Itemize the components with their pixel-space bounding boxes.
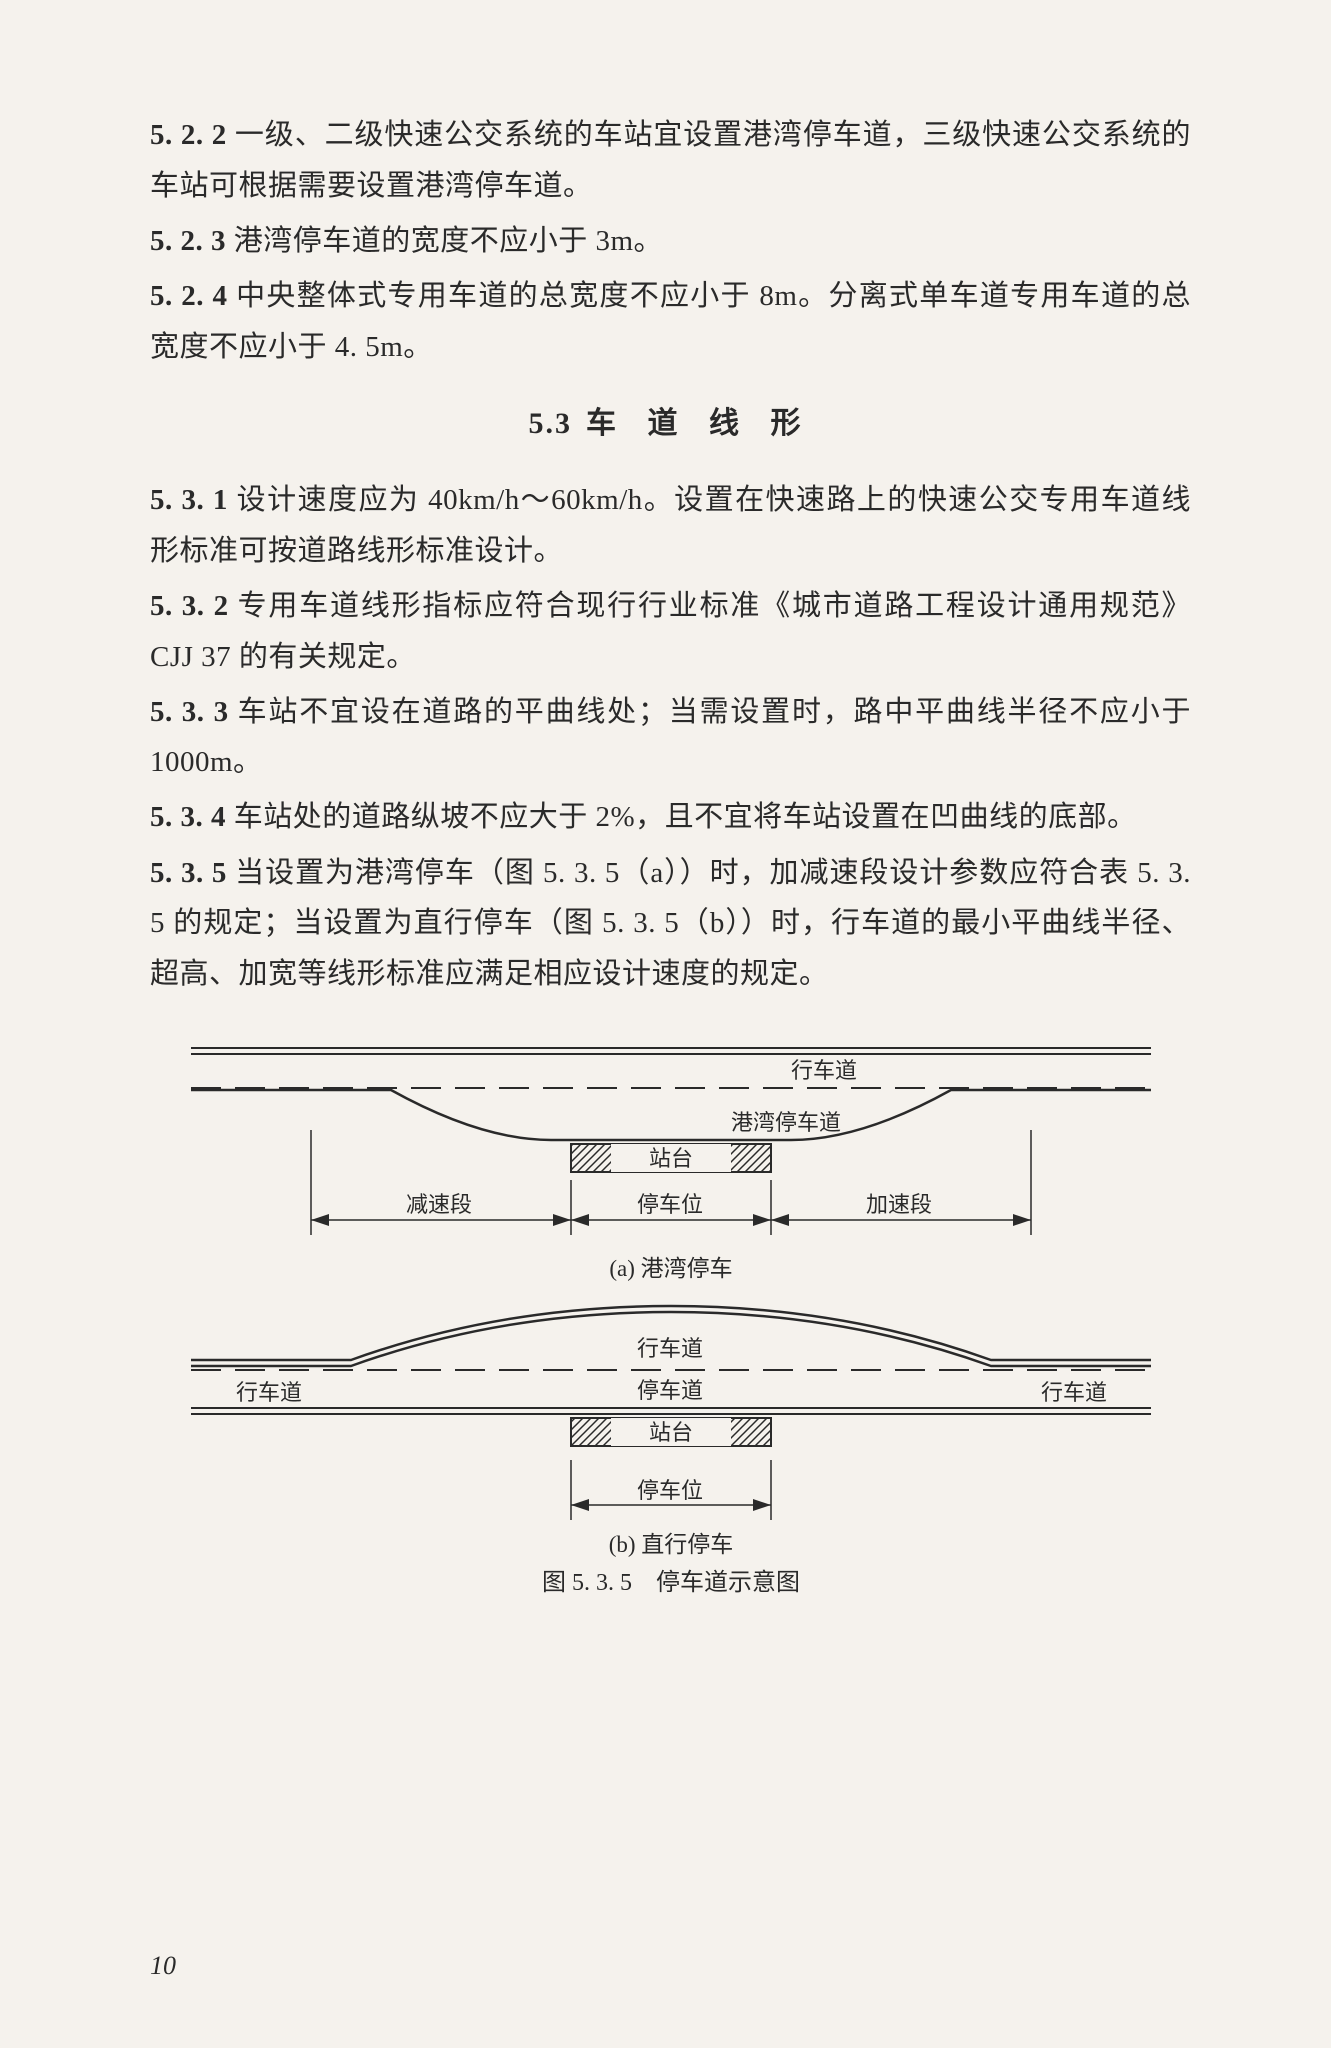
clause-text: 车站不宜设在道路的平曲线处；当需设置时，路中平曲线半径不应小于 1000m。 [150, 696, 1191, 779]
label-parking-slot: 停车位 [637, 1192, 703, 1217]
label-platform-b: 站台 [649, 1420, 693, 1445]
label-right-lane: 行车道 [1041, 1380, 1107, 1405]
figure-caption: 图 5. 3. 5 停车道示意图 [542, 1569, 800, 1596]
paragraph: 5. 3. 2 专用车道线形指标应符合现行行业标准《城市道路工程设计通用规范》C… [150, 581, 1191, 683]
paragraph: 5. 3. 3 车站不宜设在道路的平曲线处；当需设置时，路中平曲线半径不应小于 … [150, 687, 1191, 789]
label-platform: 站台 [649, 1146, 693, 1171]
clause-text: 港湾停车道的宽度不应小于 3m。 [234, 225, 663, 257]
clause-number: 5. 2. 4 [150, 280, 228, 312]
clause-text: 车站处的道路纵坡不应大于 2%，且不宜将车站设置在凹曲线的底部。 [234, 801, 1137, 833]
label-decel: 减速段 [406, 1192, 472, 1217]
paragraph: 5. 3. 4 车站处的道路纵坡不应大于 2%，且不宜将车站设置在凹曲线的底部。 [150, 792, 1191, 843]
section-number: 5.3 [529, 407, 573, 440]
clause-number: 5. 3. 5 [150, 857, 227, 889]
page: 5. 2. 2 一级、二级快速公交系统的车站宜设置港湾停车道，三级快速公交系统的… [0, 0, 1331, 2048]
clause-text: 设计速度应为 40km/h～60km/h。设置在快速路上的快速公交专用车道线形标… [150, 484, 1191, 567]
page-number: 10 [150, 1943, 176, 1989]
clause-number: 5. 3. 3 [150, 696, 229, 728]
paragraph: 5. 2. 3 港湾停车道的宽度不应小于 3m。 [150, 216, 1191, 267]
figure: 行车道 港湾停车道 站台 [150, 1030, 1191, 1600]
label-left-lane: 行车道 [236, 1380, 302, 1405]
clause-number: 5. 2. 2 [150, 119, 227, 151]
diagram-inline-parking: 行车道 停车道 行车道 行车道 站台 停车位 [151, 1290, 1191, 1600]
label-driving-lane: 行车道 [791, 1058, 857, 1083]
clause-text: 一级、二级快速公交系统的车站宜设置港湾停车道，三级快速公交系统的车站可根据需要设… [150, 119, 1191, 202]
clause-text: 中央整体式专用车道的总宽度不应小于 8m。分离式单车道专用车道的总宽度不应小于 … [150, 280, 1191, 363]
clause-text: 当设置为港湾停车（图 5. 3. 5（a））时，加减速段设计参数应符合表 5. … [150, 857, 1191, 991]
paragraph: 5. 3. 5 当设置为港湾停车（图 5. 3. 5（a））时，加减速段设计参数… [150, 848, 1191, 1000]
label-accel: 加速段 [866, 1192, 932, 1217]
section-heading: 5.3 车 道 线 形 [150, 398, 1191, 451]
clause-number: 5. 3. 4 [150, 801, 226, 833]
label-driving-lane-b: 行车道 [637, 1336, 703, 1361]
paragraph: 5. 2. 2 一级、二级快速公交系统的车站宜设置港湾停车道，三级快速公交系统的… [150, 110, 1191, 212]
section-title-text: 车 道 线 形 [586, 407, 813, 440]
caption-b: (b) 直行停车 [608, 1532, 733, 1557]
clause-text: 专用车道线形指标应符合现行行业标准《城市道路工程设计通用规范》CJJ 37 的有… [150, 590, 1191, 673]
paragraph: 5. 3. 1 设计速度应为 40km/h～60km/h。设置在快速路上的快速公… [150, 475, 1191, 577]
clause-number: 5. 2. 3 [150, 225, 226, 257]
diagram-bay-parking: 行车道 港湾停车道 站台 [151, 1030, 1191, 1290]
caption-a: (a) 港湾停车 [609, 1256, 732, 1281]
clause-number: 5. 3. 1 [150, 484, 228, 516]
label-bay-lane: 港湾停车道 [731, 1110, 841, 1135]
label-parking-slot-b: 停车位 [637, 1478, 703, 1503]
clause-number: 5. 3. 2 [150, 590, 229, 622]
label-parking-lane-b: 停车道 [637, 1378, 703, 1403]
paragraph: 5. 2. 4 中央整体式专用车道的总宽度不应小于 8m。分离式单车道专用车道的… [150, 271, 1191, 373]
